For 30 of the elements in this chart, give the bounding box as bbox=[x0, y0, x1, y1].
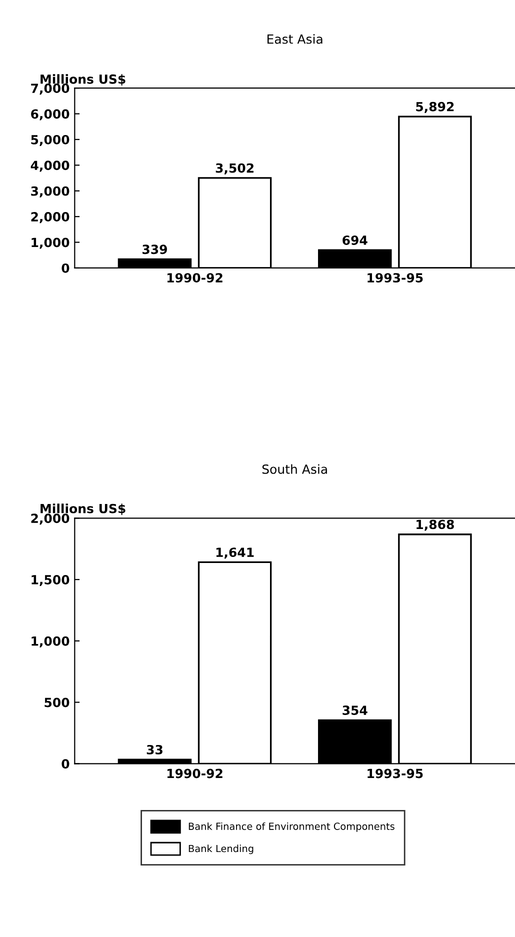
x-tick-label: 1990-92 bbox=[167, 273, 222, 283]
y-tick-label: 0 bbox=[62, 759, 70, 769]
y-tick-label: 2,000 bbox=[31, 212, 70, 224]
y-tick-label: 1,000 bbox=[32, 636, 70, 648]
y-axis-title: Millions US$ bbox=[40, 504, 126, 515]
y-tick-label: 7,000 bbox=[31, 84, 70, 95]
text: 694 bbox=[342, 236, 368, 245]
y-tick-label: 4,000 bbox=[30, 160, 70, 172]
y-tick-label: 500 bbox=[44, 698, 70, 708]
chart-title: East Asia bbox=[267, 34, 322, 44]
y-tick-label: 6,000 bbox=[31, 109, 70, 120]
y-tick-label: 3,000 bbox=[31, 186, 70, 198]
text: 1,868 bbox=[416, 520, 454, 531]
x-tick-label: 1993-95 bbox=[368, 768, 423, 778]
text: 5,892 bbox=[416, 102, 454, 113]
text: 354 bbox=[342, 706, 368, 716]
text: 1,641 bbox=[216, 548, 254, 559]
text: 3,502 bbox=[216, 163, 254, 174]
y-tick-label: 2,000 bbox=[31, 514, 70, 525]
text: 33 bbox=[146, 744, 162, 754]
y-tick-label: 5,000 bbox=[31, 134, 70, 146]
legend-label: Bank Lending bbox=[188, 844, 254, 854]
y-tick-label: 1,500 bbox=[32, 575, 70, 586]
x-tick-label: 1990-92 bbox=[167, 768, 222, 778]
y-tick-label: 1,000 bbox=[32, 238, 70, 249]
chart-title: South Asia bbox=[262, 464, 327, 474]
x-tick-label: 1993-95 bbox=[368, 273, 423, 283]
y-tick-label: 0 bbox=[62, 263, 70, 273]
text: 339 bbox=[142, 244, 167, 254]
legend-label: Bank Finance of Environment Components bbox=[188, 822, 394, 832]
